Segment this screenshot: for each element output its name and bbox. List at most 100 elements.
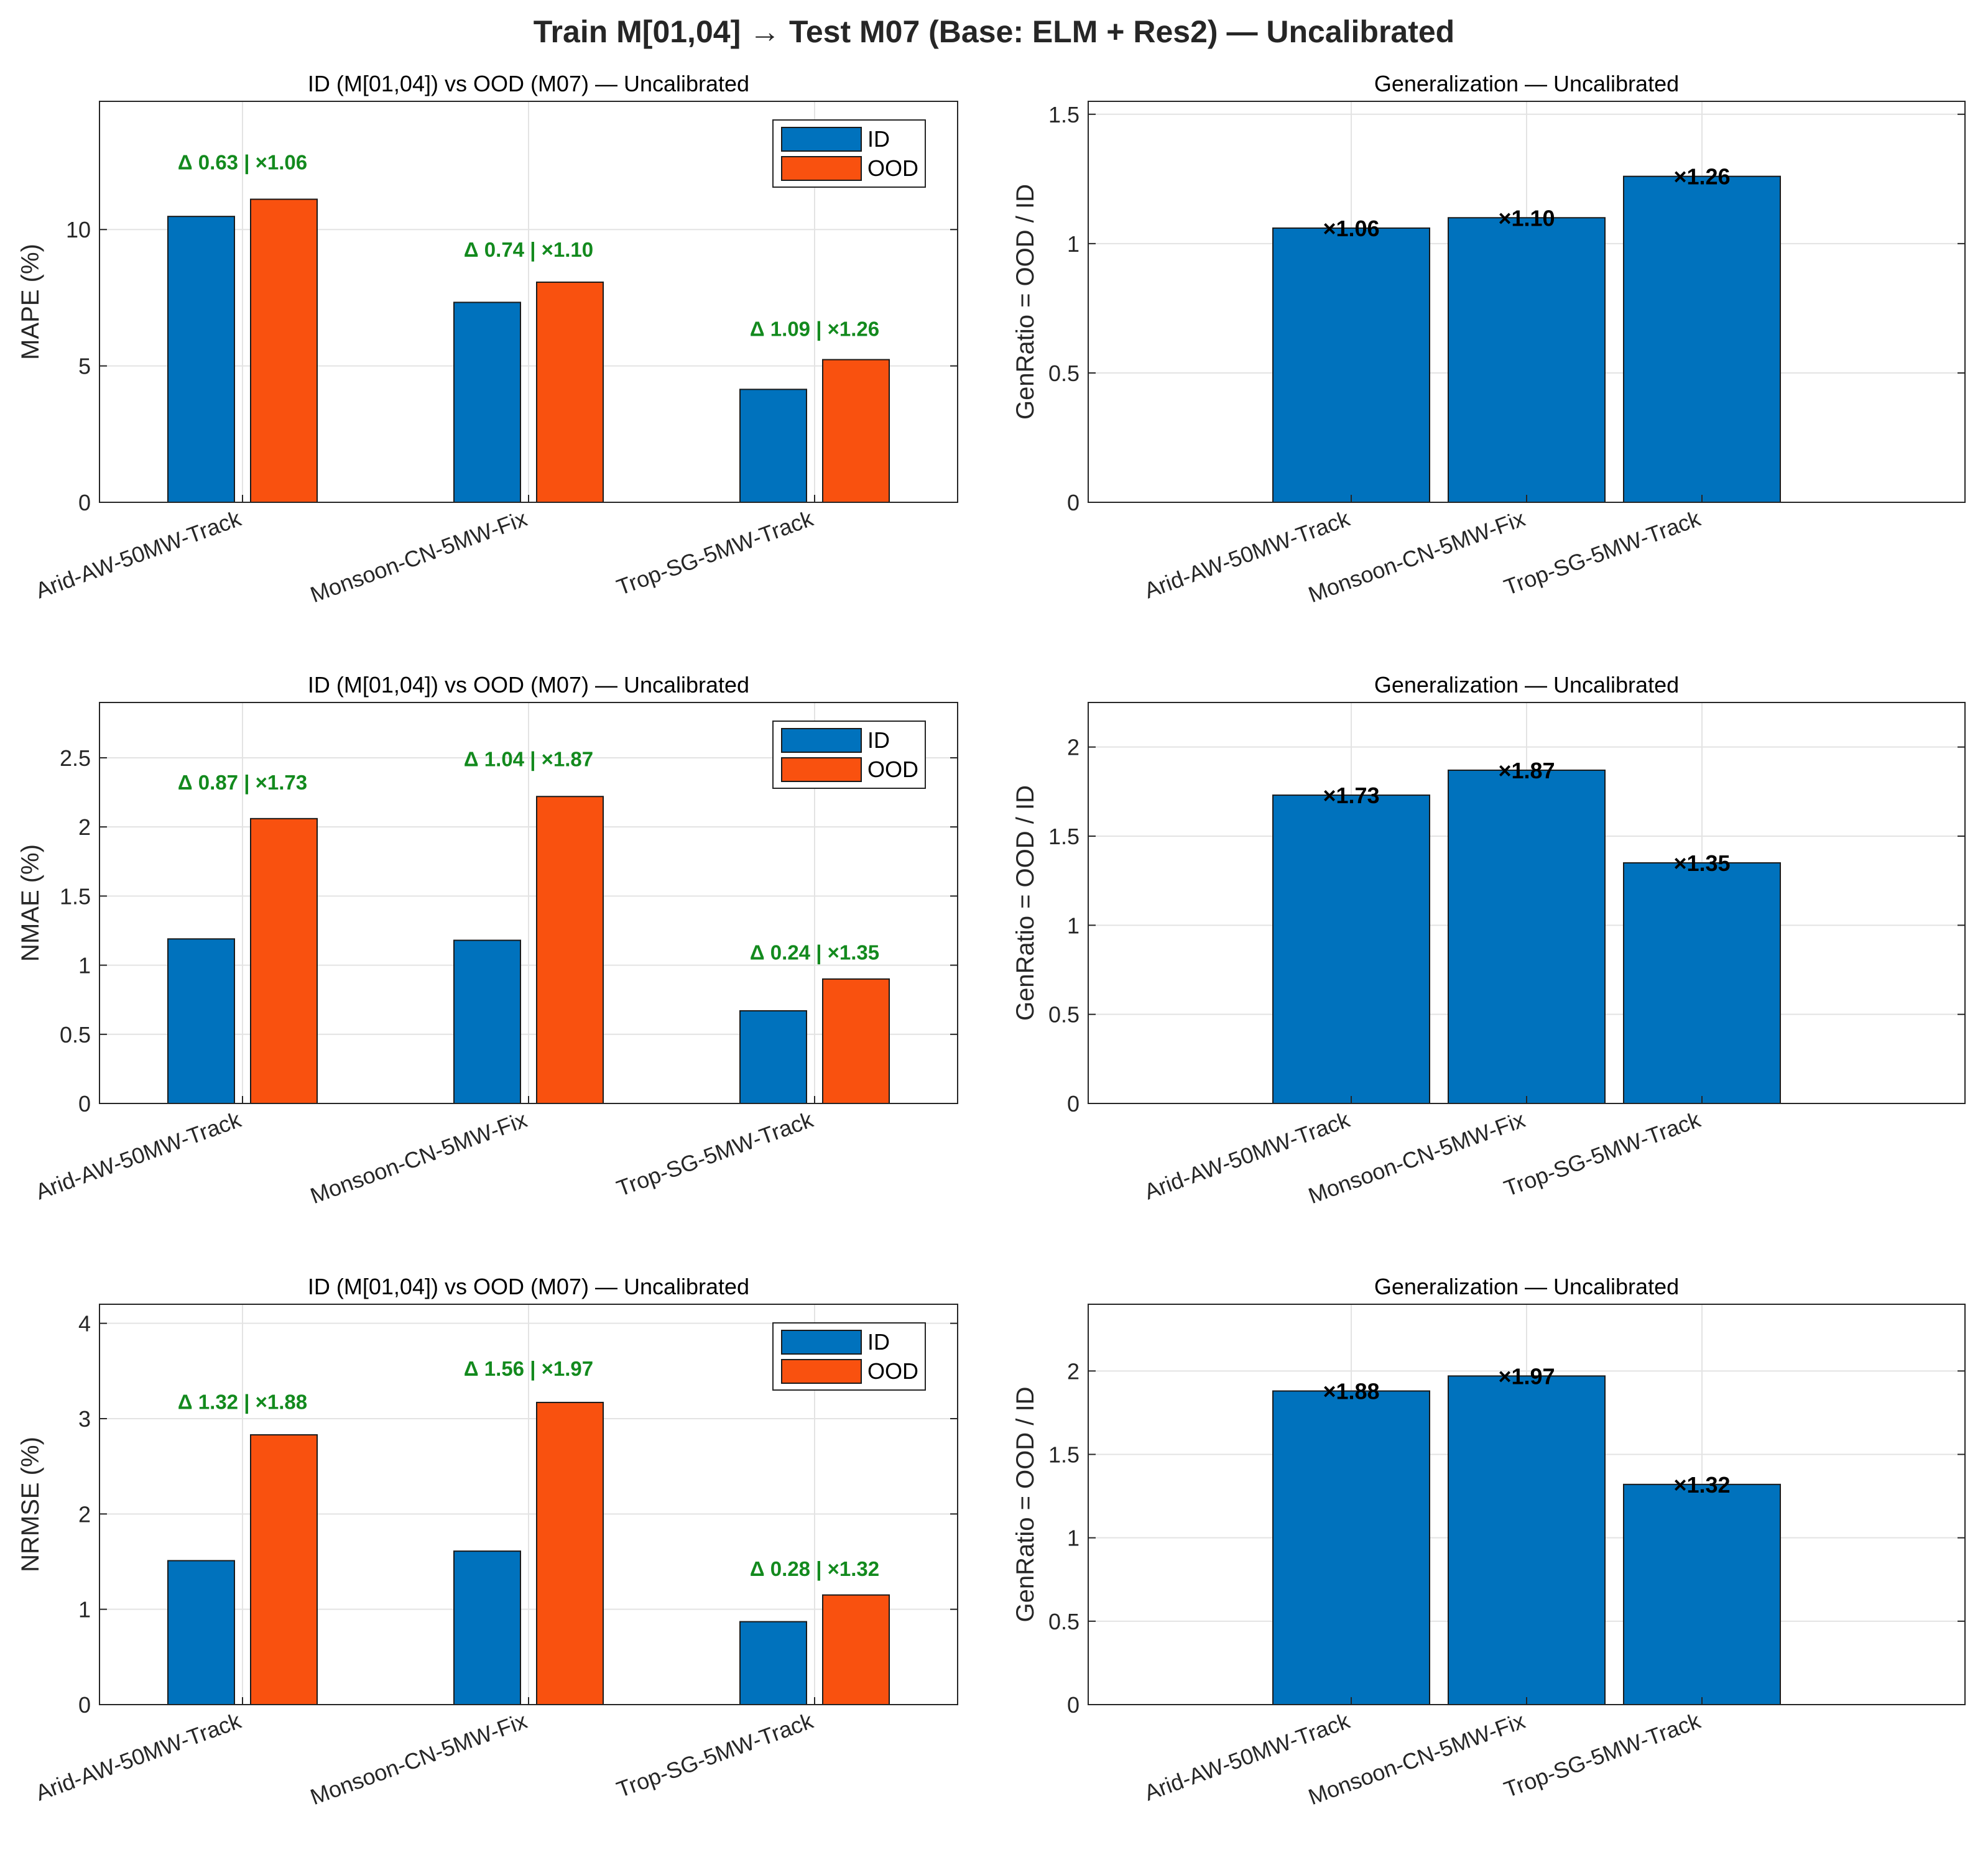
y-tick-label: 4 (78, 1311, 91, 1337)
ratio-label-3: ×1.26 (1673, 164, 1730, 190)
y-axis-label: GenRatio = OOD / ID (1012, 184, 1039, 420)
y-axis-label: GenRatio = OOD / ID (1012, 1386, 1039, 1622)
x-tick-label-3: Trop-SG-5MW-Track (613, 505, 817, 601)
legend-label-id: ID (867, 126, 890, 152)
ratio-label-3: ×1.32 (1673, 1472, 1730, 1498)
legend: ID OOD (772, 721, 926, 789)
bar-ood-1 (250, 817, 318, 1105)
ratio-bar-2 (1448, 217, 1606, 503)
legend-swatch-ood (781, 156, 862, 181)
bar-ood-1 (250, 198, 318, 503)
ratio-bar-3 (1623, 862, 1781, 1104)
y-tick-label: 1.5 (60, 883, 91, 909)
y-tick-label: 0 (78, 490, 91, 515)
y-tick-label: 10 (66, 217, 91, 242)
x-tick-label-3: Trop-SG-5MW-Track (1500, 1107, 1704, 1202)
chart-panel-3: Δ 0.87 | ×1.73 Δ 1.04 | ×1.87 Δ 0.24 | ×1.… (17, 672, 958, 1209)
delta-annotation-2: Δ 1.04 | ×1.87 (464, 747, 593, 770)
delta-annotation-1: Δ 0.63 | ×1.06 (178, 151, 307, 174)
legend-swatch-id (781, 1330, 862, 1355)
legend-swatch-ood (781, 1359, 862, 1384)
bar-id-2 (453, 1550, 521, 1705)
bar-id-1 (167, 216, 235, 503)
delta-annotation-1: Δ 0.87 | ×1.73 (178, 771, 307, 794)
x-tick-label-1: Arid-AW-50MW-Track (32, 1708, 245, 1806)
chart-panel-4: ×1.73×1.87×1.3500.511.52Arid-AW-50MW-Tra… (1012, 672, 1966, 1209)
delta-annotation-2: Δ 1.56 | ×1.97 (464, 1357, 593, 1380)
bar-id-1 (167, 1560, 235, 1705)
y-tick-label: 2 (78, 814, 91, 840)
legend-label-id: ID (867, 727, 890, 753)
x-tick-label-2: Monsoon-CN-5MW-Fix (307, 505, 530, 607)
y-tick-label: 0 (1067, 1692, 1080, 1718)
legend-label-ood: OOD (867, 757, 918, 782)
figure-title: Train M[01,04] → Test M07 (Base: ELM + R… (533, 14, 1455, 49)
bar-ood-2 (536, 796, 604, 1104)
y-tick-label: 1 (78, 1597, 91, 1623)
bar-id-3 (739, 1621, 807, 1706)
y-tick-label: 0.5 (60, 1022, 91, 1048)
chart-title: ID (M[01,04]) vs OOD (M07) — Uncalibrate… (308, 71, 749, 96)
bar-id-3 (739, 1010, 807, 1105)
ratio-label-2: ×1.87 (1498, 758, 1555, 783)
x-tick-label-1: Arid-AW-50MW-Track (32, 1107, 245, 1205)
legend-swatch-id (781, 728, 862, 753)
bar-ood-2 (536, 281, 604, 503)
bar-ood-1 (250, 1434, 318, 1705)
x-tick-label-2: Monsoon-CN-5MW-Fix (307, 1107, 530, 1209)
legend: ID OOD (772, 119, 926, 188)
ratio-bar-1 (1272, 227, 1430, 503)
y-tick-label: 0.5 (1048, 361, 1080, 386)
chart-title: ID (M[01,04]) vs OOD (M07) — Uncalibrate… (308, 1274, 749, 1299)
chart-title: Generalization — Uncalibrated (1374, 1274, 1679, 1299)
y-tick-label: 2 (1067, 1358, 1080, 1384)
y-axis-label: NMAE (%) (17, 844, 44, 962)
chart-title: ID (M[01,04]) vs OOD (M07) — Uncalibrate… (308, 672, 749, 698)
y-tick-label: 1.5 (1048, 824, 1080, 849)
ratio-bar-1 (1272, 1390, 1430, 1706)
y-tick-label: 5 (78, 354, 91, 379)
x-tick-label-3: Trop-SG-5MW-Track (613, 1107, 817, 1202)
y-axis-label: GenRatio = OOD / ID (1012, 785, 1039, 1021)
x-tick-label-3: Trop-SG-5MW-Track (613, 1708, 817, 1803)
y-tick-label: 0 (1067, 1091, 1080, 1117)
ratio-bar-3 (1623, 175, 1781, 503)
ratio-label-2: ×1.97 (1498, 1363, 1555, 1389)
chart-title: Generalization — Uncalibrated (1374, 71, 1679, 96)
ratio-label-2: ×1.10 (1498, 205, 1555, 231)
legend-swatch-ood (781, 757, 862, 782)
y-tick-label: 1.5 (1048, 1442, 1080, 1468)
chart-title: Generalization — Uncalibrated (1374, 672, 1679, 698)
y-tick-label: 2.5 (60, 745, 91, 771)
x-tick-label-1: Arid-AW-50MW-Track (32, 505, 245, 604)
ratio-label-3: ×1.35 (1673, 850, 1730, 876)
bar-ood-3 (822, 359, 890, 503)
ratio-bar-2 (1448, 1375, 1606, 1705)
ratio-label-1: ×1.88 (1323, 1379, 1379, 1404)
x-tick-label-3: Trop-SG-5MW-Track (1500, 505, 1704, 601)
y-tick-label: 0 (78, 1692, 91, 1718)
ratio-bar-3 (1623, 1483, 1781, 1706)
y-tick-label: 1 (1067, 231, 1080, 257)
bar-id-3 (739, 389, 807, 503)
delta-annotation-3: Δ 0.28 | ×1.32 (750, 1557, 879, 1580)
y-tick-label: 0.5 (1048, 1002, 1080, 1028)
bar-ood-3 (822, 978, 890, 1105)
chart-panel-5: Δ 1.32 | ×1.88 Δ 1.56 | ×1.97 Δ 0.28 | ×1.… (17, 1274, 958, 1810)
y-axis-label: NRMSE (%) (17, 1437, 44, 1572)
chart-panel-6: ×1.88×1.97×1.3200.511.52Arid-AW-50MW-Tra… (1012, 1274, 1966, 1810)
y-tick-label: 0 (78, 1091, 91, 1117)
legend: ID OOD (772, 1322, 926, 1391)
y-tick-label: 3 (78, 1406, 91, 1432)
bar-ood-2 (536, 1401, 604, 1706)
legend-label-ood: OOD (867, 1358, 918, 1384)
bar-id-2 (453, 302, 521, 503)
delta-annotation-2: Δ 0.74 | ×1.10 (464, 238, 593, 261)
ratio-bar-1 (1272, 794, 1430, 1104)
y-tick-label: 1 (1067, 913, 1080, 938)
ratio-label-1: ×1.06 (1323, 216, 1379, 241)
bar-id-1 (167, 938, 235, 1105)
legend-swatch-id (781, 127, 862, 152)
chart-panel-1: Δ 0.63 | ×1.06 Δ 0.74 | ×1.10 Δ 1.09 | ×1.… (17, 71, 958, 607)
